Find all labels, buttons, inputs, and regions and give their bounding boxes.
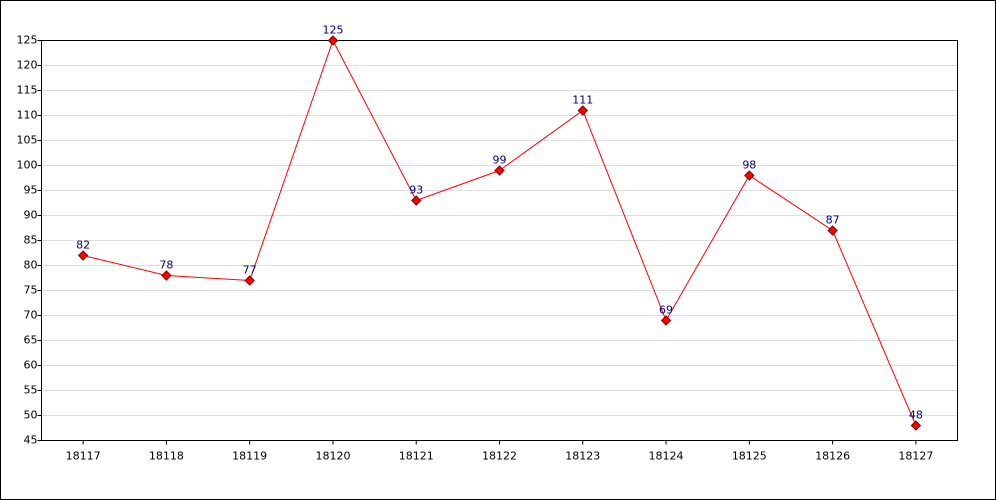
data-point	[577, 105, 588, 116]
data-label: 87	[826, 214, 840, 227]
x-tick-label: 18124	[649, 450, 684, 463]
data-label: 78	[159, 259, 173, 272]
x-tick-label: 18118	[149, 450, 184, 463]
y-tick-label: 100	[17, 159, 38, 172]
data-point	[244, 275, 255, 286]
y-tick-label: 45	[24, 434, 38, 447]
y-tick-label: 60	[24, 359, 38, 372]
data-point	[744, 170, 755, 181]
x-tick-label: 18127	[898, 450, 933, 463]
data-label: 48	[909, 409, 923, 422]
x-tick-label: 18126	[815, 450, 850, 463]
data-label: 98	[742, 159, 756, 172]
x-tick-label: 18119	[232, 450, 267, 463]
y-tick-label: 120	[17, 59, 38, 72]
y-tick-label: 80	[24, 259, 38, 272]
y-tick-label: 55	[24, 384, 38, 397]
data-label: 111	[572, 94, 593, 107]
data-point	[910, 420, 922, 431]
data-point	[161, 270, 172, 281]
y-tick-label: 105	[17, 134, 38, 147]
y-tick-label: 95	[24, 184, 38, 197]
data-label: 99	[493, 154, 507, 167]
y-tick-label: 50	[24, 409, 38, 422]
data-point	[327, 35, 339, 46]
data-label: 93	[409, 184, 423, 197]
y-tick-label: 110	[17, 109, 38, 122]
y-tick-label: 125	[17, 34, 38, 47]
y-tick-label: 70	[24, 309, 38, 322]
data-point	[494, 165, 505, 176]
y-tick-label: 85	[24, 234, 38, 247]
data-label: 69	[659, 304, 673, 317]
x-tick-label: 18117	[66, 450, 101, 463]
data-label: 82	[76, 239, 90, 252]
y-tick-label: 90	[24, 209, 38, 222]
x-tick-label: 18123	[565, 450, 600, 463]
data-point	[411, 195, 422, 206]
data-point	[827, 225, 838, 236]
data-label: 125	[322, 24, 343, 37]
x-tick-label: 18125	[732, 450, 767, 463]
data-label: 77	[243, 264, 257, 277]
x-tick-label: 18122	[482, 450, 517, 463]
y-tick-label: 65	[24, 334, 38, 347]
x-tick-label: 18121	[399, 450, 434, 463]
y-tick-label: 75	[24, 284, 38, 297]
data-point	[660, 315, 672, 326]
x-tick-label: 18120	[315, 450, 350, 463]
y-tick-label: 115	[17, 84, 38, 97]
data-point	[77, 250, 89, 261]
